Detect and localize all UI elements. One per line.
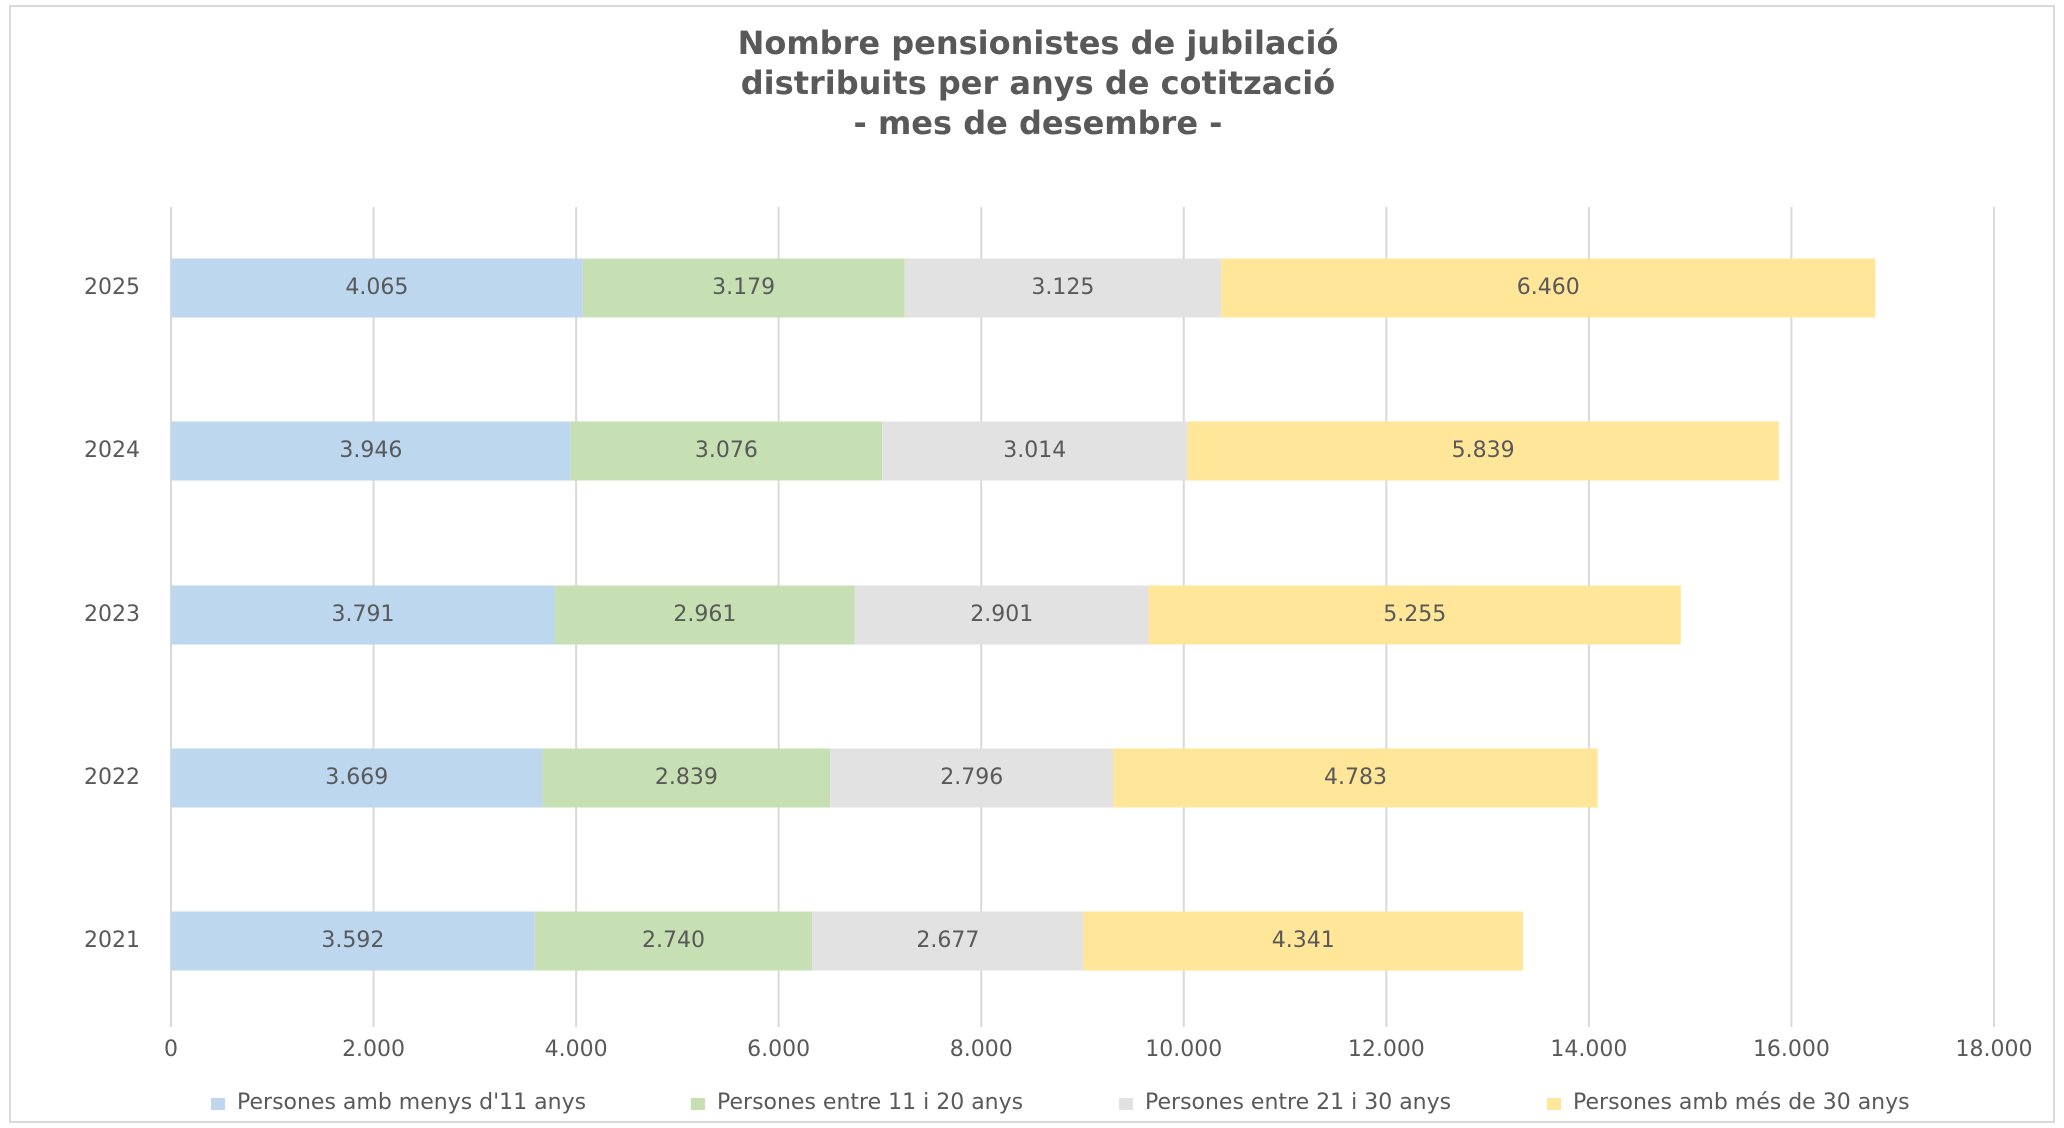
data-label: 5.255: [1383, 602, 1446, 627]
bar-segment: [542, 748, 831, 808]
chart-title: Nombre pensionistes de jubilació: [738, 24, 1339, 62]
bar-segment: [1187, 421, 1779, 481]
y-tick-label: 2022: [84, 765, 140, 790]
data-label: 4.783: [1324, 765, 1387, 790]
data-label: 3.669: [325, 765, 388, 790]
bar-segment: [534, 911, 813, 971]
data-label: 3.791: [331, 602, 394, 627]
data-label: 3.592: [321, 928, 384, 953]
data-label: 3.076: [695, 438, 758, 463]
chart-title: distribuits per anys de cotització: [741, 64, 1335, 102]
data-label: 3.125: [1031, 275, 1094, 300]
data-label: 3.946: [339, 438, 402, 463]
x-tick-label: 4.000: [545, 1037, 608, 1062]
data-label: 2.677: [916, 928, 979, 953]
x-tick-label: 18.000: [1956, 1037, 2033, 1062]
x-tick-label: 14.000: [1550, 1037, 1627, 1062]
bar-segment: [171, 911, 535, 971]
data-label: 4.065: [345, 275, 408, 300]
bar-segment: [171, 421, 571, 481]
bar-segment: [812, 911, 1084, 971]
bar-segment: [854, 585, 1149, 645]
data-label: 2.796: [940, 765, 1003, 790]
bar-segment: [171, 258, 583, 318]
data-label: 3.179: [712, 275, 775, 300]
bar-segment: [830, 748, 1114, 808]
x-tick-label: 10.000: [1145, 1037, 1222, 1062]
x-tick-label: 16.000: [1753, 1037, 1830, 1062]
bar-segment: [554, 585, 855, 645]
legend-label: Persones entre 11 i 20 anys: [717, 1090, 1023, 1115]
data-label: 5.839: [1452, 438, 1515, 463]
data-label: 2.740: [642, 928, 705, 953]
legend-label: Persones amb menys d'11 anys: [237, 1090, 586, 1115]
bar-segment: [1113, 748, 1598, 808]
y-tick-label: 2023: [84, 602, 140, 627]
x-tick-label: 8.000: [950, 1037, 1013, 1062]
legend-swatch: [211, 1098, 225, 1110]
data-label: 2.901: [970, 602, 1033, 627]
bar-segment: [1148, 585, 1681, 645]
y-tick-label: 2024: [84, 438, 140, 463]
data-label: 2.961: [673, 602, 736, 627]
data-label: 2.839: [655, 765, 718, 790]
bar-segment: [1083, 911, 1524, 971]
legend-swatch: [1119, 1098, 1133, 1110]
legend-label: Persones amb més de 30 anys: [1573, 1090, 1910, 1115]
bar-segment: [582, 258, 905, 318]
legend-swatch: [691, 1098, 705, 1110]
legend-swatch: [1547, 1098, 1561, 1110]
data-label: 3.014: [1003, 438, 1066, 463]
bar-segment: [1221, 258, 1876, 318]
x-tick-label: 12.000: [1348, 1037, 1425, 1062]
data-label: 6.460: [1517, 275, 1580, 300]
x-tick-label: 0: [164, 1037, 178, 1062]
bar-segment: [171, 748, 543, 808]
chart-title: - mes de desembre -: [854, 104, 1223, 142]
legend-label: Persones entre 21 i 30 anys: [1145, 1090, 1451, 1115]
bar-segment: [171, 585, 555, 645]
x-tick-label: 2.000: [342, 1037, 405, 1062]
x-tick-label: 6.000: [747, 1037, 810, 1062]
y-tick-label: 2025: [84, 275, 140, 300]
data-label: 4.341: [1272, 928, 1335, 953]
y-tick-label: 2021: [84, 928, 140, 953]
bar-segment: [570, 421, 883, 481]
bar-segment: [904, 258, 1222, 318]
bar-segment: [882, 421, 1188, 481]
